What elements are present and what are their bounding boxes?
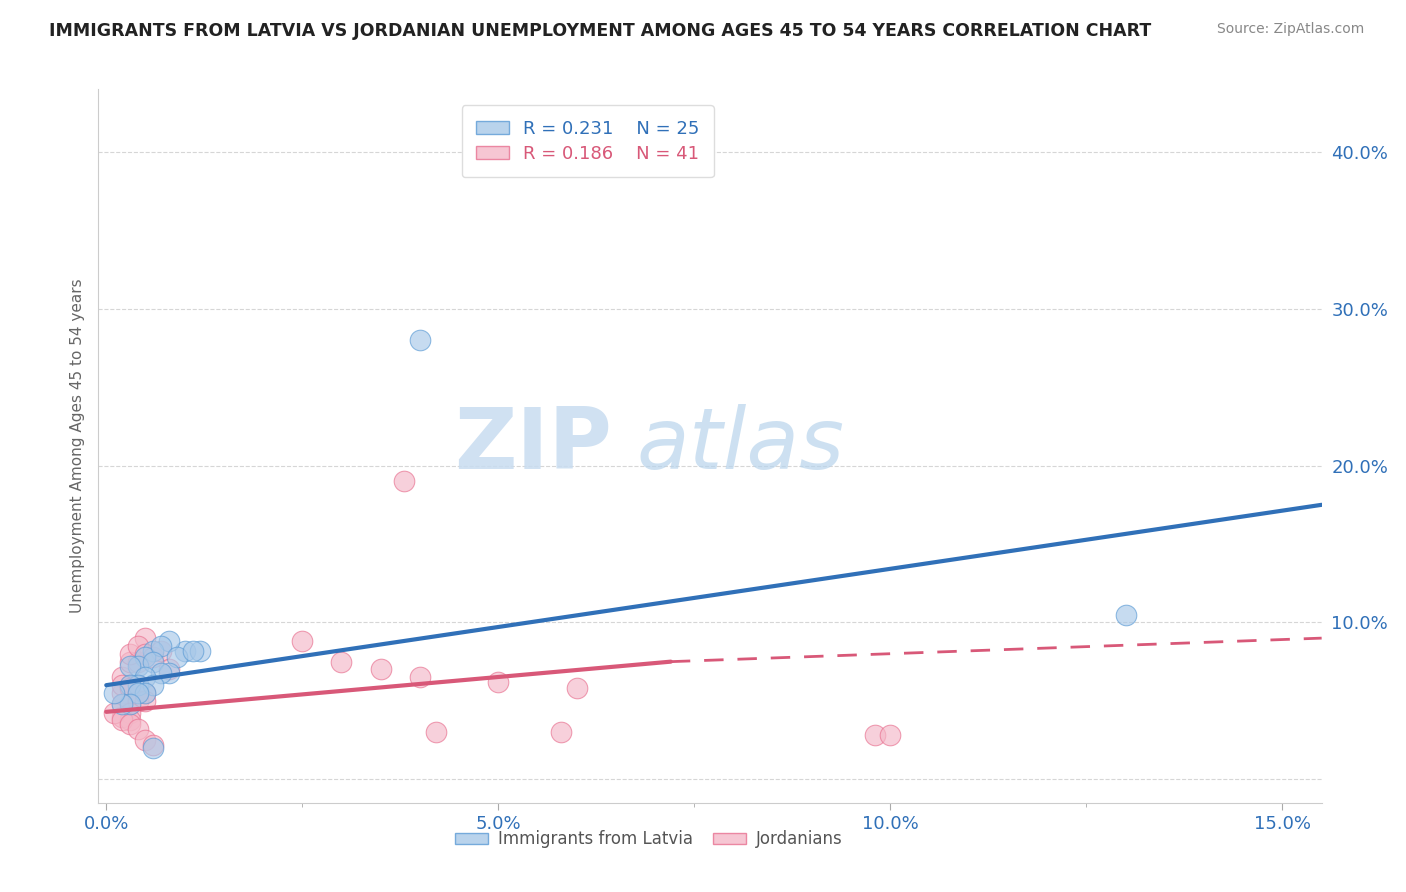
Point bbox=[150, 643, 173, 657]
Point bbox=[157, 634, 180, 648]
Point bbox=[118, 717, 141, 731]
Point bbox=[550, 725, 572, 739]
Point bbox=[486, 675, 509, 690]
Point bbox=[118, 655, 141, 669]
Point bbox=[111, 709, 134, 723]
Y-axis label: Unemployment Among Ages 45 to 54 years: Unemployment Among Ages 45 to 54 years bbox=[69, 278, 84, 614]
Point bbox=[127, 722, 149, 736]
Point bbox=[103, 706, 125, 721]
Point bbox=[111, 697, 134, 711]
Text: Source: ZipAtlas.com: Source: ZipAtlas.com bbox=[1216, 22, 1364, 37]
Point bbox=[118, 678, 141, 692]
Point bbox=[111, 670, 134, 684]
Point bbox=[392, 475, 415, 489]
Text: IMMIGRANTS FROM LATVIA VS JORDANIAN UNEMPLOYMENT AMONG AGES 45 TO 54 YEARS CORRE: IMMIGRANTS FROM LATVIA VS JORDANIAN UNEM… bbox=[49, 22, 1152, 40]
Point bbox=[127, 694, 149, 708]
Point bbox=[118, 681, 141, 696]
Point bbox=[127, 686, 149, 700]
Point bbox=[150, 665, 173, 680]
Text: ZIP: ZIP bbox=[454, 404, 612, 488]
Point bbox=[111, 713, 134, 727]
Point bbox=[127, 639, 149, 653]
Point bbox=[134, 733, 156, 747]
Point bbox=[142, 655, 165, 669]
Text: atlas: atlas bbox=[637, 404, 845, 488]
Point bbox=[118, 678, 141, 692]
Point bbox=[127, 686, 149, 700]
Point bbox=[150, 639, 173, 653]
Point bbox=[142, 643, 165, 657]
Point bbox=[134, 647, 156, 661]
Point bbox=[134, 649, 156, 664]
Point bbox=[134, 686, 156, 700]
Point bbox=[370, 663, 392, 677]
Point bbox=[142, 740, 165, 755]
Point bbox=[134, 631, 156, 645]
Point bbox=[157, 665, 180, 680]
Point bbox=[330, 655, 353, 669]
Point bbox=[111, 686, 134, 700]
Point bbox=[1115, 607, 1137, 622]
Point bbox=[103, 686, 125, 700]
Point bbox=[127, 678, 149, 692]
Point bbox=[142, 678, 165, 692]
Point bbox=[111, 697, 134, 711]
Point bbox=[157, 663, 180, 677]
Point bbox=[142, 738, 165, 752]
Legend: Immigrants from Latvia, Jordanians: Immigrants from Latvia, Jordanians bbox=[449, 824, 849, 855]
Point bbox=[118, 713, 141, 727]
Point bbox=[409, 333, 432, 347]
Point bbox=[134, 694, 156, 708]
Point bbox=[127, 678, 149, 692]
Point bbox=[879, 728, 901, 742]
Point bbox=[111, 678, 134, 692]
Point bbox=[291, 634, 314, 648]
Point bbox=[188, 643, 212, 657]
Point bbox=[127, 655, 149, 669]
Point bbox=[409, 670, 432, 684]
Point bbox=[565, 681, 588, 696]
Point bbox=[173, 643, 195, 657]
Point bbox=[118, 697, 141, 711]
Point bbox=[134, 686, 156, 700]
Point bbox=[863, 728, 886, 742]
Point bbox=[425, 725, 447, 739]
Point bbox=[181, 643, 204, 657]
Point bbox=[127, 659, 149, 673]
Point bbox=[134, 670, 156, 684]
Point bbox=[118, 659, 141, 673]
Point bbox=[166, 649, 188, 664]
Point bbox=[118, 706, 141, 721]
Point bbox=[142, 649, 165, 664]
Point bbox=[118, 647, 141, 661]
Point bbox=[118, 697, 141, 711]
